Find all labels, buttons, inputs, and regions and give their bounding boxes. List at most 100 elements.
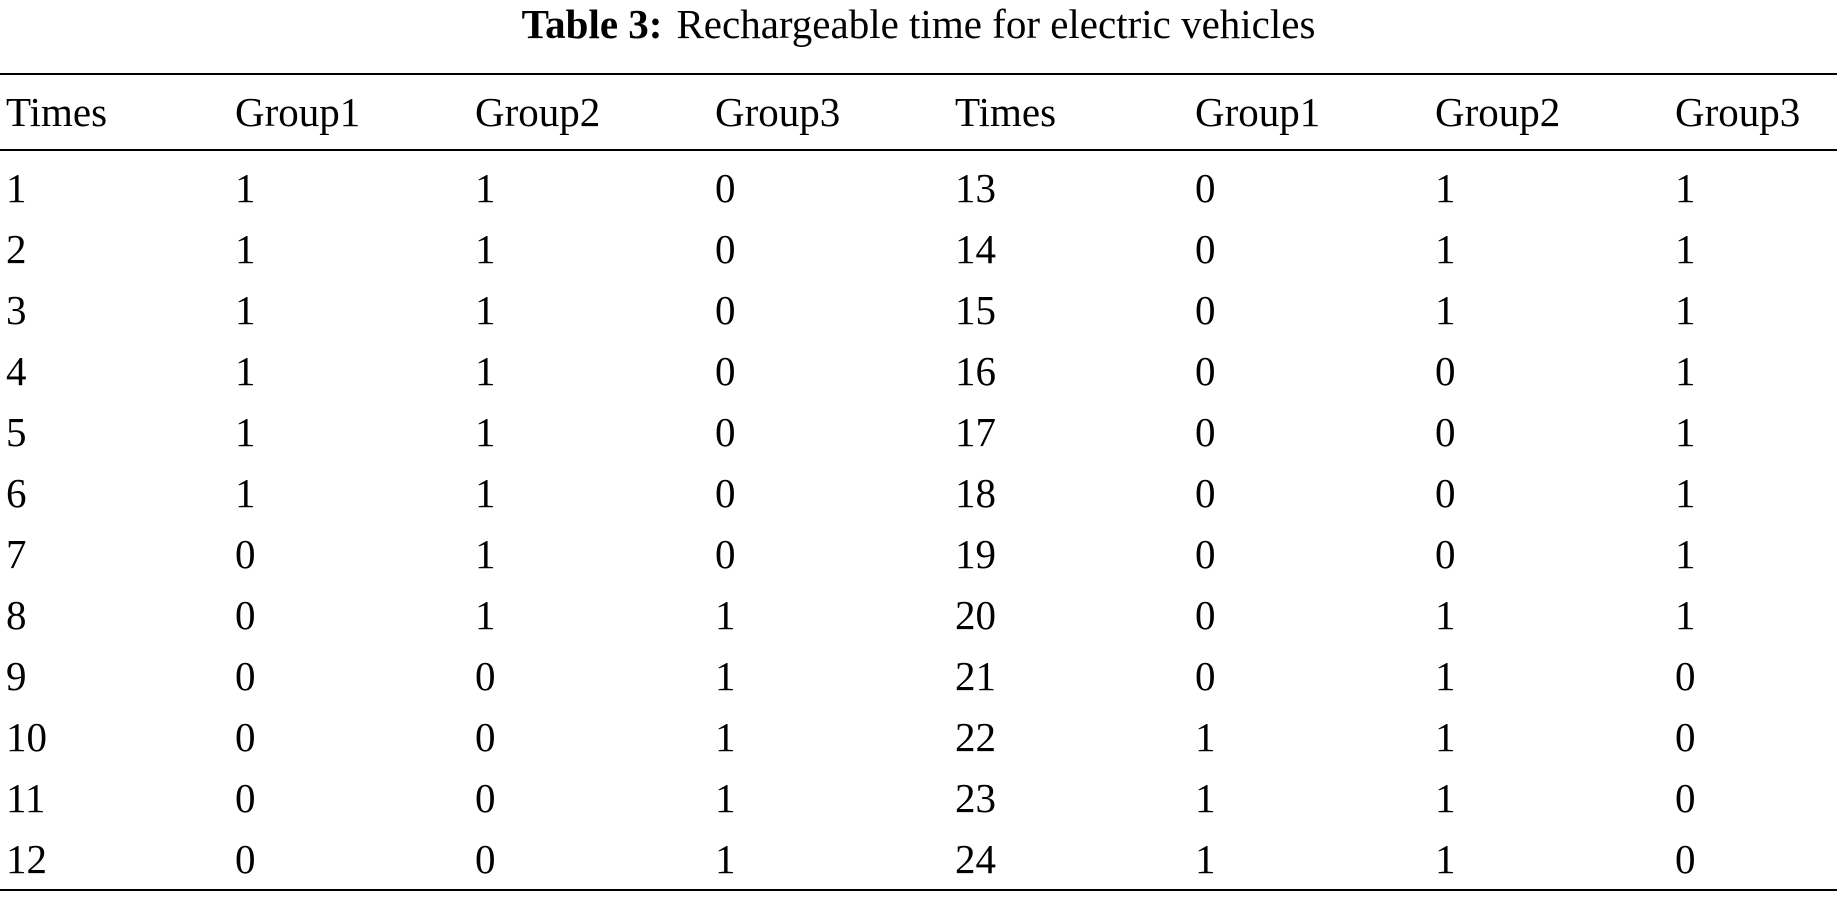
table-cell: 0 [475, 713, 496, 760]
table-cell: 1 [1435, 774, 1456, 821]
table-row: 11 0 0 1 23 1 1 0 [0, 767, 1837, 828]
table-row: 8 0 1 1 20 0 1 1 [0, 584, 1837, 645]
column-header: Group2 [1435, 89, 1561, 135]
table-cell: 0 [715, 469, 736, 516]
table-cell: 1 [475, 469, 496, 516]
table-cell: 1 [1675, 347, 1696, 394]
table-cell: 0 [235, 591, 256, 638]
table-cell: 12 [6, 835, 47, 882]
table-row: 1 1 1 0 13 0 1 1 [0, 150, 1837, 218]
table-cell: 3 [6, 286, 27, 333]
table-cell: 1 [715, 652, 736, 699]
table-cell: 1 [1675, 225, 1696, 272]
table-row: 5 1 1 0 17 0 0 1 [0, 401, 1837, 462]
table-cell: 1 [1435, 591, 1456, 638]
table-cell: 1 [1195, 835, 1216, 882]
table-cell: 6 [6, 469, 27, 516]
table-cell: 0 [1435, 469, 1456, 516]
table-cell: 1 [475, 408, 496, 455]
table-header: Times Group1 Group2 Group3 Times Group1 Group2… [0, 74, 1837, 150]
table-cell: 0 [1195, 530, 1216, 577]
table-cell: 1 [475, 225, 496, 272]
table-cell: 1 [715, 591, 736, 638]
table-cell: 19 [955, 530, 996, 577]
table-cell: 24 [955, 835, 996, 882]
table-cell: 18 [955, 469, 996, 516]
table-cell: 0 [475, 652, 496, 699]
table-cell: 1 [1195, 713, 1216, 760]
table-cell: 1 [715, 774, 736, 821]
table-cell: 0 [1675, 835, 1696, 882]
recharge-time-table: Times Group1 Group2 Group3 Times Group1 Group2… [0, 73, 1837, 891]
table-cell: 0 [715, 225, 736, 272]
table-cell: 0 [235, 713, 256, 760]
table-cell: 8 [6, 591, 27, 638]
table-cell: 0 [235, 774, 256, 821]
table-cell: 1 [1435, 286, 1456, 333]
table-cell: 1 [1435, 713, 1456, 760]
column-header: Times [955, 89, 1057, 135]
header-row: Times Group1 Group2 Group3 Times Group1 Group2… [0, 74, 1837, 150]
table-cell: 0 [1435, 347, 1456, 394]
table-cell: 9 [6, 652, 27, 699]
table-cell: 0 [1195, 652, 1216, 699]
table-cell: 10 [6, 713, 47, 760]
table-cell: 20 [955, 591, 996, 638]
table-caption-text: Rechargeable time for electric vehicles [676, 1, 1316, 47]
table-cell: 0 [1195, 591, 1216, 638]
column-header: Group3 [1675, 89, 1801, 135]
table-cell: 1 [235, 286, 256, 333]
table-cell: 1 [1675, 469, 1696, 516]
table-row: 2 1 1 0 14 0 1 1 [0, 218, 1837, 279]
table-cell: 16 [955, 347, 996, 394]
table-cell: 0 [1675, 774, 1696, 821]
column-header: Group2 [475, 89, 601, 135]
table-cell: 1 [715, 713, 736, 760]
table-cell: 1 [1435, 652, 1456, 699]
table-cell: 0 [715, 530, 736, 577]
table-cell: 14 [955, 225, 996, 272]
table-cell: 0 [235, 652, 256, 699]
table-cell: 23 [955, 774, 996, 821]
table-caption: Table 3: Rechargeable time for electric v… [0, 0, 1837, 58]
table-cell: 1 [235, 225, 256, 272]
table-row: 7 0 1 0 19 0 0 1 [0, 523, 1837, 584]
table-cell: 1 [1675, 530, 1696, 577]
table-cell: 1 [715, 835, 736, 882]
table-cell: 1 [1675, 591, 1696, 638]
table-cell: 1 [475, 164, 496, 211]
table-cell: 0 [1195, 164, 1216, 211]
table-row: 6 1 1 0 18 0 0 1 [0, 462, 1837, 523]
table-cell: 11 [6, 774, 46, 821]
table-cell: 2 [6, 225, 27, 272]
table-cell: 0 [715, 164, 736, 211]
table-row: 12 0 0 1 24 1 1 0 [0, 828, 1837, 890]
table-cell: 1 [1675, 286, 1696, 333]
table-cell: 0 [1195, 408, 1216, 455]
table-cell: 1 [1195, 774, 1216, 821]
table-cell: 0 [235, 530, 256, 577]
table-caption-label: Table 3: [521, 1, 663, 47]
table-cell: 0 [1435, 530, 1456, 577]
table-cell: 0 [715, 347, 736, 394]
table-cell: 13 [955, 164, 996, 211]
table-cell: 15 [955, 286, 996, 333]
table-cell: 0 [1675, 652, 1696, 699]
table-cell: 0 [715, 286, 736, 333]
table-cell: 1 [235, 347, 256, 394]
table-body: 1 1 1 0 13 0 1 1 2 1 1 0 14 0 1 1 3 1 1 0 15 0 1 1 4 1 1 0 16 0 0 1 5 1 1 0… [0, 150, 1837, 890]
table-cell: 1 [1675, 164, 1696, 211]
table-cell: 1 [235, 408, 256, 455]
column-header: Group3 [715, 89, 841, 135]
table-cell: 1 [1435, 835, 1456, 882]
table-cell: 1 [1675, 408, 1696, 455]
table-cell: 1 [1435, 225, 1456, 272]
table-cell: 0 [715, 408, 736, 455]
table-cell: 17 [955, 408, 996, 455]
table-cell: 0 [1195, 469, 1216, 516]
column-header: Times [6, 89, 108, 135]
table-cell: 7 [6, 530, 27, 577]
column-header: Group1 [1195, 89, 1321, 135]
table-cell: 21 [955, 652, 996, 699]
table-cell: 1 [475, 530, 496, 577]
